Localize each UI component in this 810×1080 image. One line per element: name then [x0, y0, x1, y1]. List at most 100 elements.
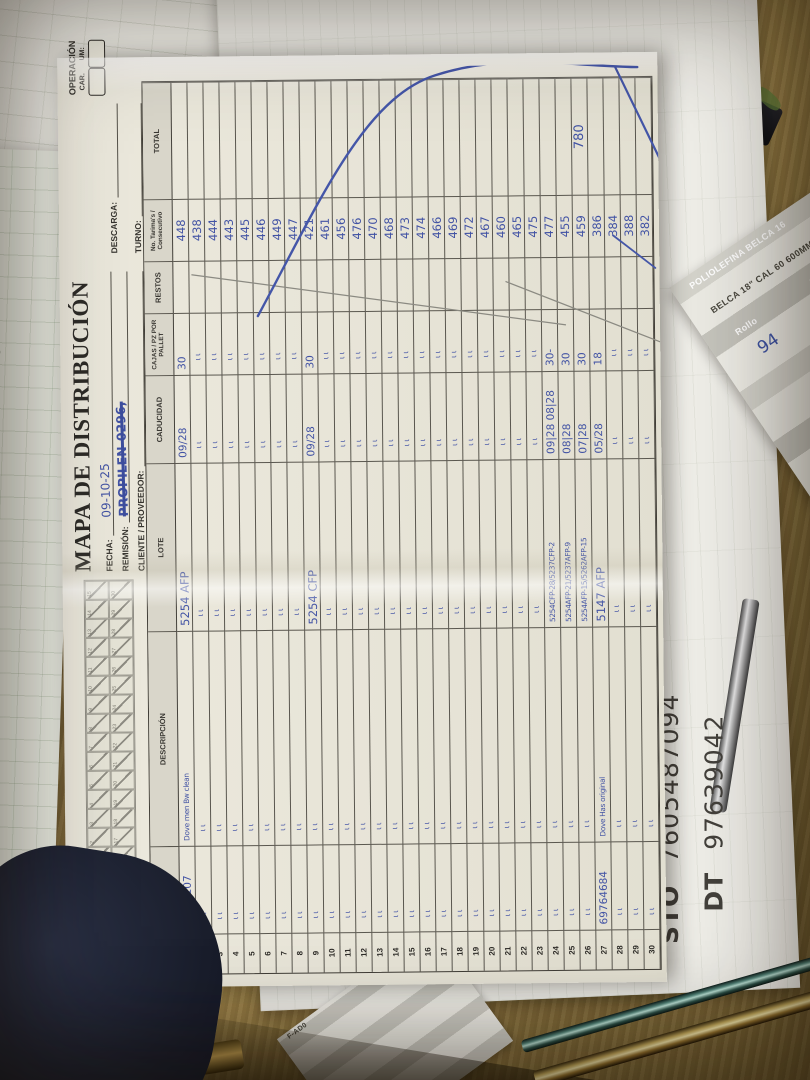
pallet-cell: 17	[111, 827, 136, 847]
operacion-block: OPERACIÓN CAR. UM:	[66, 39, 106, 96]
cell-n: 4	[228, 933, 245, 974]
cell-codigo: ιι	[275, 844, 293, 933]
remision-value: PROPILEN-0296,	[112, 401, 131, 517]
pallet-cell: 30	[108, 580, 133, 600]
pallet-cell: 3	[87, 808, 112, 828]
descarga-line	[102, 103, 119, 199]
cell-lote: ιι	[239, 462, 258, 631]
cell-total	[507, 78, 525, 196]
cell-tarima: 460	[492, 195, 510, 258]
cell-lote: ιι	[319, 461, 338, 630]
cell-lote: 5254 CFP	[303, 461, 322, 630]
cell-tarima: 445	[236, 198, 254, 261]
cell-cajas: 30	[301, 311, 319, 374]
cell-lote: ιι	[335, 461, 354, 630]
cell-restos	[445, 257, 462, 311]
cell-codigo: ιι	[531, 842, 549, 931]
cell-tarima: 449	[268, 197, 286, 260]
pallet-cell: 28	[109, 618, 134, 638]
cell-codigo: ιι	[291, 844, 309, 933]
cell-lote: 5254CFP-28/5237CFP-2	[543, 458, 562, 628]
cell-n: 30	[644, 928, 661, 970]
cell-codigo: ιι	[451, 842, 469, 932]
cell-n: 6	[260, 932, 277, 974]
cell-tarima: 382	[636, 193, 654, 257]
cell-lote: ιι	[495, 459, 514, 628]
cell-tarima: 456	[332, 197, 350, 260]
cell-caducidad: 08|28	[558, 370, 576, 459]
cell-tarima: 474	[412, 196, 430, 259]
turno-line	[126, 103, 143, 217]
cell-tarima: 421	[300, 197, 318, 260]
cell-cajas: ιι	[525, 309, 543, 372]
pallet-cell: 18	[111, 808, 136, 828]
pallet-cell: 29	[108, 599, 134, 619]
cell-codigo: ιι	[243, 845, 261, 934]
cell-total	[315, 80, 333, 198]
header-restos: RESTOS	[144, 260, 174, 314]
cell-cajas: ιι	[445, 309, 463, 373]
cell-tarima: 438	[188, 198, 206, 261]
pallet-cell: 9	[85, 694, 111, 714]
cell-tarima: 475	[524, 195, 542, 258]
cell-cajas: ιι	[285, 311, 303, 374]
cell-restos	[605, 256, 622, 309]
cell-cajas: ιι	[237, 312, 255, 375]
cell-codigo: 69764684	[595, 841, 613, 930]
pencil-note: STO 7605487094 DT 97639042	[649, 623, 760, 946]
header-fields: FECHA: 09-10-25 REMISIÓN: PROPILEN-0296,	[94, 103, 147, 572]
faint-handwriting: 50	[0, 348, 4, 362]
cell-tarima: 443	[220, 198, 238, 261]
pallet-cell: 27	[109, 637, 134, 657]
cell-restos	[397, 258, 414, 311]
cell-caducidad: ιι	[238, 374, 256, 463]
cell-lote: ιι	[447, 459, 466, 629]
cell-tarima: 473	[396, 196, 414, 259]
cell-tarima: 444	[204, 198, 222, 261]
pallet-cell: 14	[84, 599, 110, 619]
cell-cajas: ιι	[349, 310, 367, 374]
cell-n: 22	[516, 930, 533, 971]
cell-total	[379, 79, 397, 197]
cell-lote: ιι	[255, 461, 274, 631]
cell-lote: ιι	[479, 459, 498, 628]
cell-n: 28	[612, 929, 629, 970]
cell-restos	[461, 257, 478, 310]
cell-codigo: ιι	[467, 842, 485, 931]
cell-n: 24	[548, 929, 565, 971]
cell-cajas: ιι	[253, 311, 271, 375]
title-and-fields: MAPA DE DISTRIBUCIÓN FECHA: 09-10-25 REM…	[66, 103, 147, 572]
distribution-table: UBICACIÓN CÓDIGO DESCRIPCIÓN LOTE CADUCI…	[141, 75, 662, 976]
cell-codigo: ιι	[259, 844, 277, 934]
cell-restos	[525, 257, 542, 310]
pallet-cell: 10	[85, 675, 110, 695]
cell-restos	[205, 260, 222, 313]
cell-n: 17	[436, 931, 453, 972]
cell-codigo: ιι	[627, 841, 645, 930]
cell-tarima: 384	[604, 194, 622, 257]
cell-codigo: ιι	[419, 843, 437, 932]
cell-caducidad: ιι	[398, 372, 416, 461]
cell-total	[539, 77, 557, 196]
cell-caducidad: ιι	[414, 372, 432, 461]
cell-lote: 5254AFP-15/5262AFP-15	[575, 458, 594, 627]
cell-total	[171, 81, 189, 199]
cell-caducidad: ιι	[478, 371, 496, 460]
cell-total	[251, 80, 269, 199]
cell-total	[603, 77, 621, 195]
operacion-label: OPERACIÓN	[66, 40, 78, 96]
header-lote: LOTE	[146, 462, 178, 632]
cell-codigo: ιι	[211, 845, 229, 934]
cell-cajas: ιι	[189, 312, 207, 375]
cell-n: 5	[244, 933, 261, 974]
cell-cajas: ιι	[205, 312, 223, 375]
cell-caducidad: ιι	[254, 373, 272, 463]
pallet-cell: 13	[85, 618, 110, 638]
cell-lote: ιι	[191, 462, 210, 631]
field-remision: REMISIÓN: PROPILEN-0296,	[111, 271, 131, 571]
cell-codigo: ιι	[307, 844, 325, 933]
cell-caducidad: ιι	[366, 372, 384, 461]
cell-total	[443, 78, 461, 197]
cell-codigo: ιι	[515, 842, 533, 931]
